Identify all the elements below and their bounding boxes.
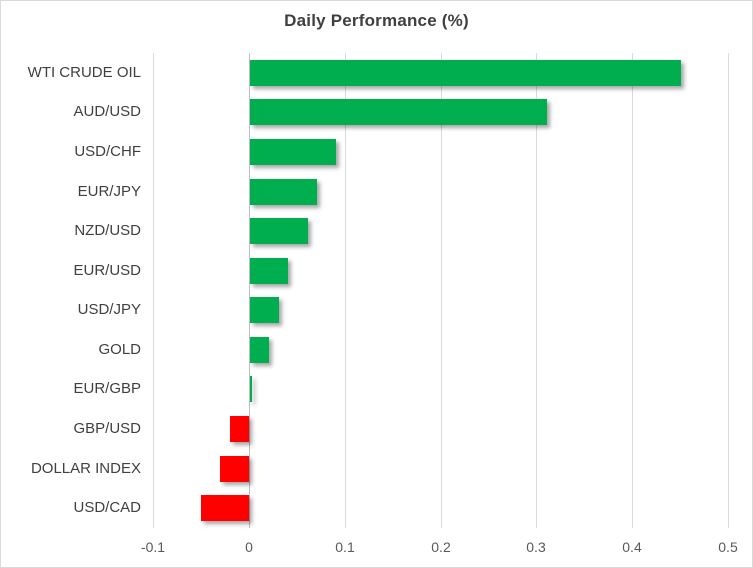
x-tick-label: -0.1 [140, 539, 166, 555]
category-axis-line [249, 53, 250, 528]
gridline [345, 53, 346, 528]
category-label: EUR/GBP [73, 380, 141, 397]
gridline [441, 53, 442, 528]
bar-dollar-index [220, 456, 249, 482]
category-label: GOLD [98, 341, 141, 358]
gridline [728, 53, 729, 528]
x-tick-label: 0.2 [431, 539, 451, 555]
bar-wti-crude-oil [250, 60, 681, 86]
category-label: GBP/USD [73, 420, 141, 437]
x-tick-label: 0 [245, 539, 253, 555]
category-label: EUR/JPY [77, 183, 141, 200]
x-tick-label: 0.3 [526, 539, 546, 555]
category-label: AUD/USD [73, 103, 141, 120]
bar-eur-gbp [250, 376, 252, 402]
category-label: USD/JPY [77, 301, 141, 318]
category-label: WTI CRUDE OIL [27, 64, 141, 81]
category-label: USD/CHF [74, 143, 141, 160]
x-tick-label: 0.5 [718, 539, 738, 555]
bar-nzd-usd [250, 218, 308, 244]
bar-usd-cad [201, 495, 249, 521]
bar-usd-jpy [250, 297, 279, 323]
category-label: DOLLAR INDEX [30, 460, 141, 477]
gridline [536, 53, 537, 528]
x-tick-label: 0.1 [335, 539, 355, 555]
bar-gbp-usd [230, 416, 249, 442]
gridline [153, 53, 154, 528]
category-label: NZD/USD [74, 222, 141, 239]
bar-eur-usd [250, 258, 288, 284]
bar-aud-usd [250, 99, 547, 125]
bar-eur-jpy [250, 179, 317, 205]
chart-title: Daily Performance (%) [284, 11, 469, 30]
bar-usd-chf [250, 139, 336, 165]
x-tick-label: 0.4 [622, 539, 642, 555]
category-label: EUR/USD [73, 262, 141, 279]
category-label: USD/CAD [73, 499, 141, 516]
gridline [632, 53, 633, 528]
bar-gold [250, 337, 269, 363]
